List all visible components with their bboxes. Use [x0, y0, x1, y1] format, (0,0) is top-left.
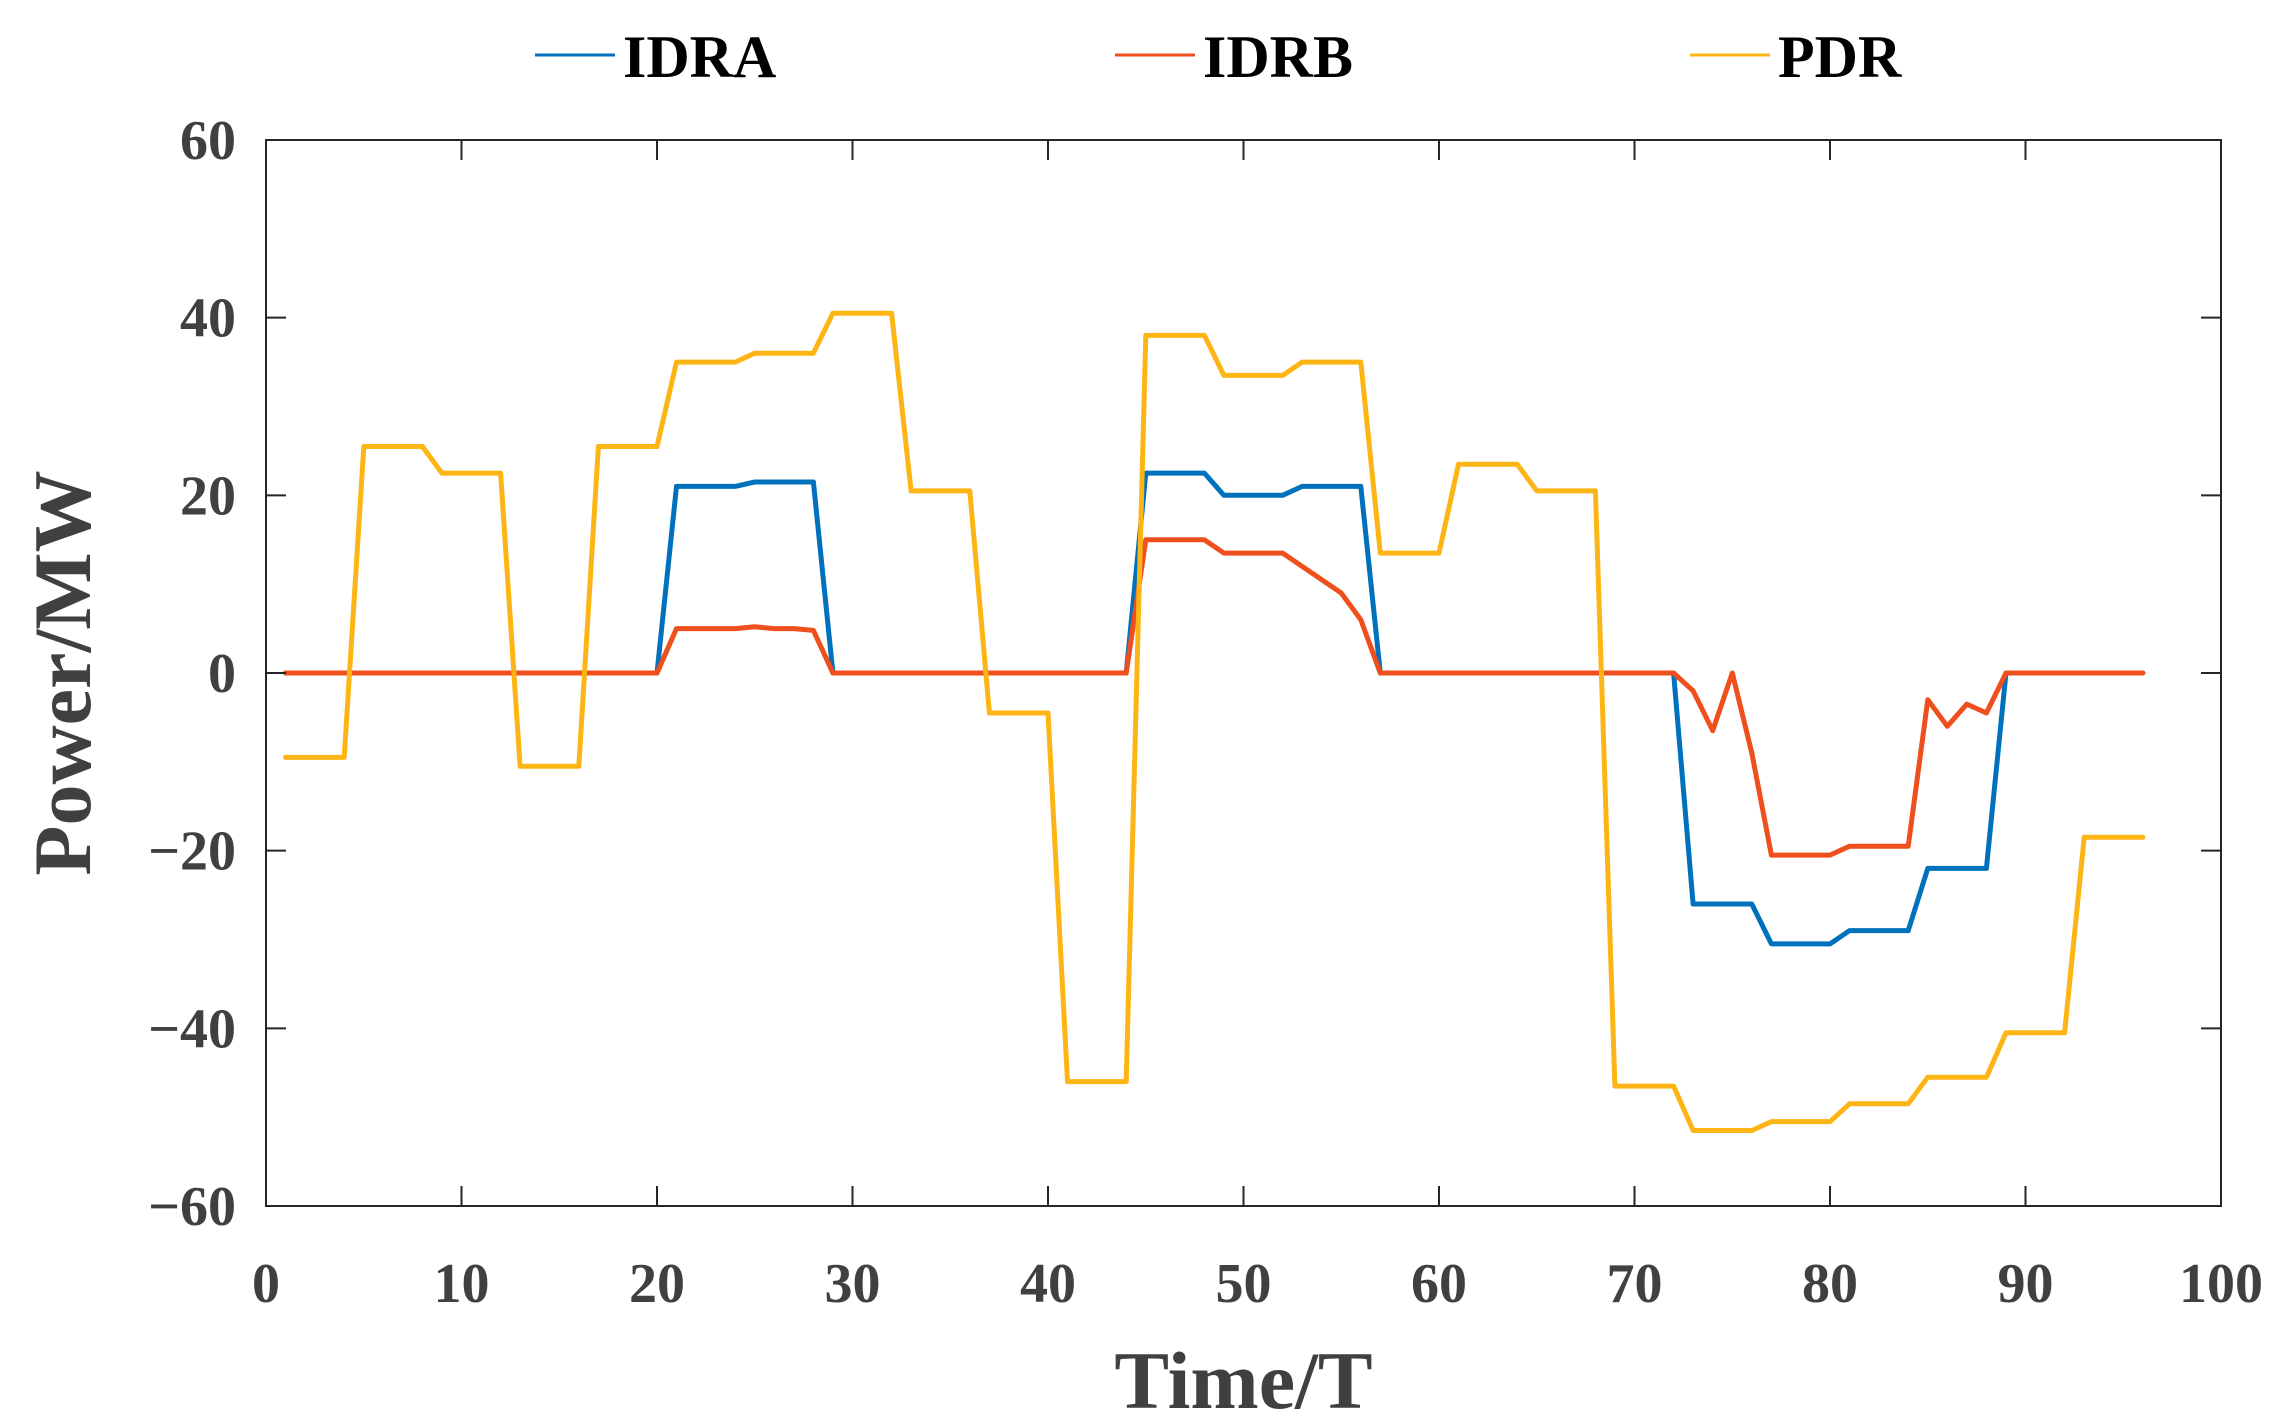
- x-tick-label: 60: [1411, 1253, 1467, 1315]
- series-layer: [283, 310, 2146, 1133]
- legend-label-pdr: PDR: [1778, 24, 1902, 90]
- x-tick-label: 70: [1607, 1253, 1663, 1315]
- x-tick-label: 90: [1998, 1253, 2054, 1315]
- x-tick-label: 20: [629, 1253, 685, 1315]
- y-tick-label: −60: [148, 1176, 236, 1238]
- legend: IDRA IDRB PDR: [535, 24, 1902, 90]
- x-tick-label: 10: [434, 1253, 490, 1315]
- y-tick-label: −40: [148, 998, 236, 1060]
- series-line-pdr: [283, 310, 2146, 1133]
- y-tick-label: 40: [180, 288, 236, 350]
- y-axis-title: Power/MW: [17, 470, 108, 875]
- x-tick-label: 80: [1802, 1253, 1858, 1315]
- x-tick-label: 0: [252, 1253, 280, 1315]
- ticks-layer: 0 10 20 30 40 50 60 70 80 90 100 60 40 20 0 −20 −40 −60: [148, 110, 2263, 1315]
- series-line-idrb: [283, 537, 2146, 858]
- x-tick-label: 40: [1020, 1253, 1076, 1315]
- x-tick-label: 50: [1216, 1253, 1272, 1315]
- legend-label-idra: IDRA: [623, 24, 776, 90]
- y-tick-label: −20: [148, 821, 236, 883]
- y-tick-label: 60: [180, 110, 236, 172]
- y-tick-label: 0: [208, 643, 236, 705]
- x-axis-title: Time/T: [1114, 1335, 1372, 1426]
- legend-label-idrb: IDRB: [1203, 24, 1353, 90]
- x-tick-label: 100: [2179, 1253, 2263, 1315]
- y-tick-label: 20: [180, 465, 236, 527]
- x-tick-label: 30: [825, 1253, 881, 1315]
